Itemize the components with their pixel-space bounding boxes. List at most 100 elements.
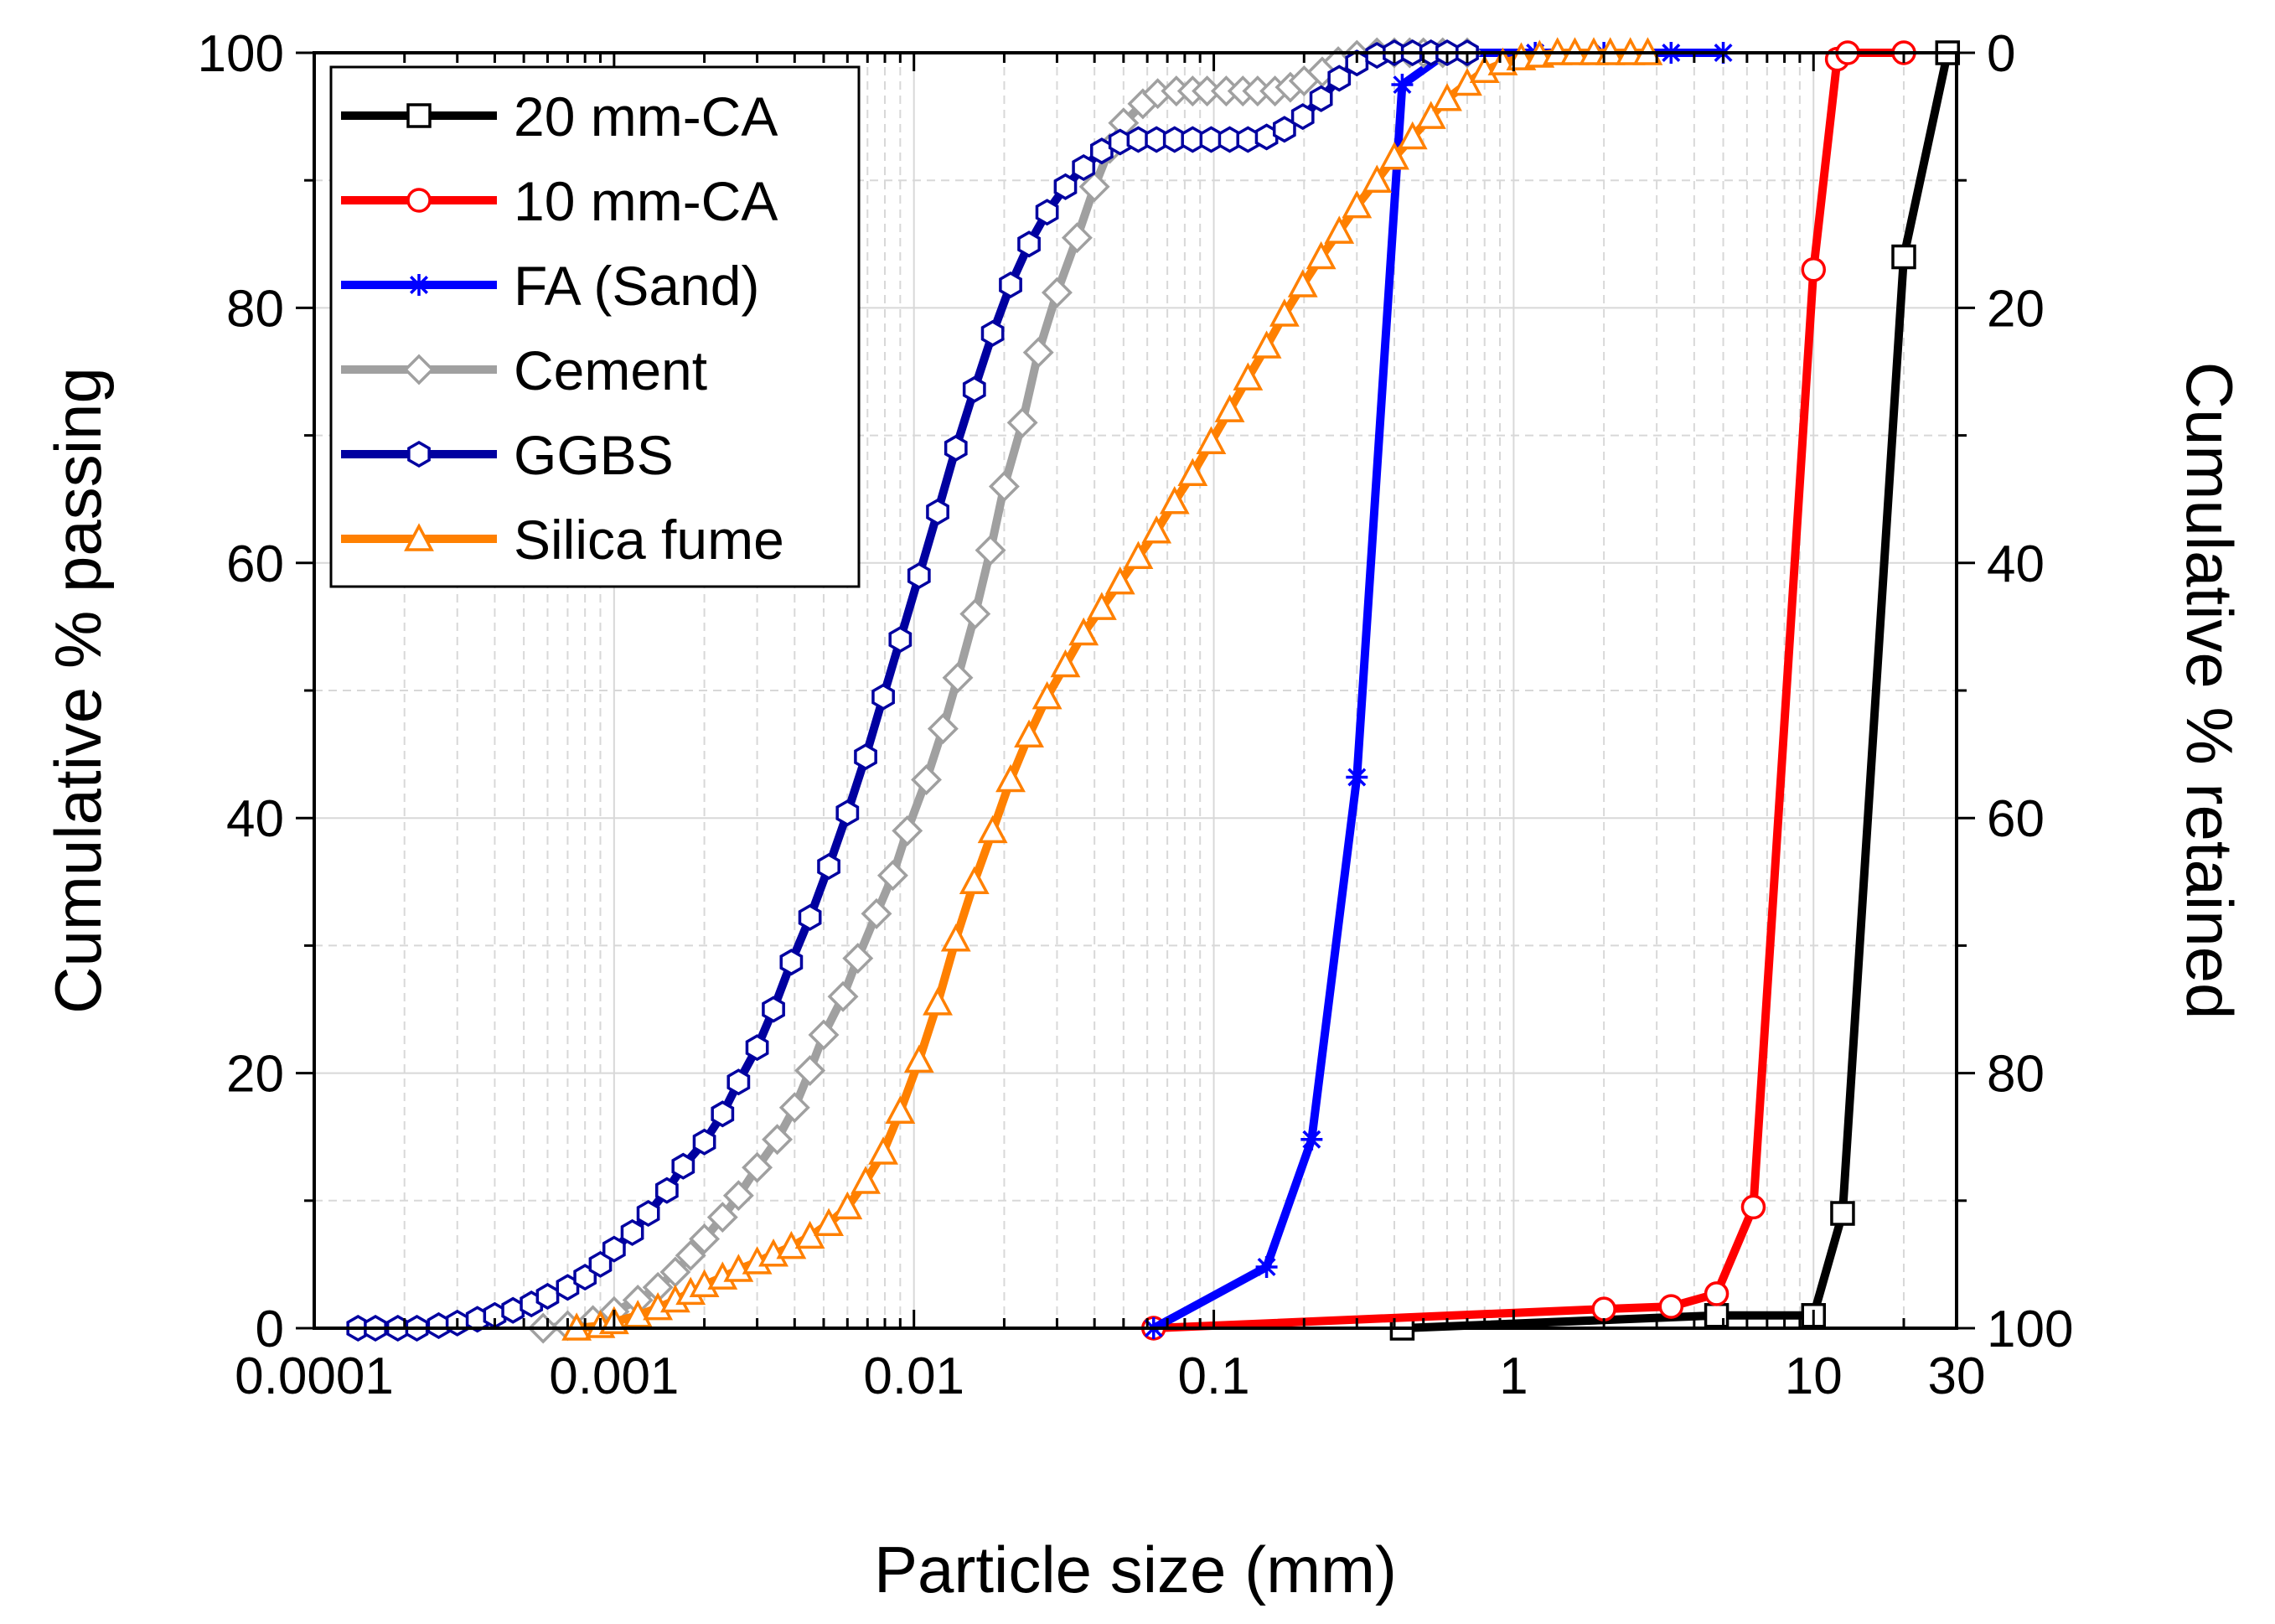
data-point <box>1415 101 1446 129</box>
x-tick-label: 0.001 <box>549 1347 679 1405</box>
data-point <box>762 1124 794 1156</box>
data-point <box>1104 566 1135 595</box>
data-point <box>1740 1194 1766 1220</box>
legend-marker <box>406 188 432 213</box>
data-point <box>711 1100 735 1128</box>
data-point <box>995 763 1026 793</box>
data-point <box>675 1239 706 1271</box>
data-point <box>1233 362 1264 390</box>
data-point <box>854 743 877 771</box>
data-point <box>535 1282 560 1310</box>
data-point <box>1704 1281 1730 1306</box>
data-point <box>1658 1294 1684 1319</box>
legend-marker <box>408 274 430 296</box>
series-silica-fume <box>561 37 1663 1341</box>
y-tick-label: 20 <box>226 1046 284 1104</box>
data-point <box>927 713 959 745</box>
data-point <box>871 683 895 711</box>
x-tick-label: 0.1 <box>1177 1347 1249 1405</box>
data-point <box>623 1300 654 1328</box>
data-point <box>1391 74 1414 96</box>
legend-label: 10 mm-CA <box>514 170 778 232</box>
data-point <box>944 434 968 462</box>
x-tick-label: 1 <box>1499 1347 1528 1405</box>
data-point <box>861 897 892 929</box>
series-ggbs <box>346 39 1479 1342</box>
data-point <box>959 598 991 630</box>
y-tick-label: 60 <box>226 535 284 593</box>
x-tick-label: 0.01 <box>863 1347 964 1405</box>
legend-label: FA (Sand) <box>514 255 760 317</box>
data-point <box>1032 680 1063 710</box>
data-point <box>1061 222 1093 254</box>
data-point <box>692 1128 716 1156</box>
y-tick-label: 80 <box>226 280 284 338</box>
data-point <box>903 1044 934 1073</box>
data-point <box>1014 719 1044 748</box>
data-point <box>868 1136 898 1165</box>
y-tick-label: 40 <box>226 790 284 848</box>
data-point <box>1123 540 1154 569</box>
data-point <box>636 1199 660 1228</box>
legend-marker <box>406 103 432 128</box>
data-point <box>1432 83 1462 111</box>
data-point <box>1269 298 1300 327</box>
data-point <box>1214 394 1245 422</box>
data-point <box>1891 244 1916 270</box>
y2-tick-label: 40 <box>1987 535 2045 593</box>
legend-box <box>329 65 861 588</box>
legend-label: Cement <box>514 339 707 401</box>
data-point <box>779 949 804 976</box>
axis-ticks: 0.0001 0.001 0.01 0.1 1 10 30 0 100 20 80 40 60 60 40 8… <box>198 25 2074 1405</box>
data-point <box>1196 426 1227 454</box>
data-point <box>959 866 990 895</box>
data-point <box>814 1208 844 1236</box>
data-point <box>689 1223 721 1254</box>
data-point <box>620 1218 644 1246</box>
data-point <box>1801 256 1827 282</box>
x-axis-label: Particle size (mm) <box>874 1533 1397 1606</box>
legend-label: 20 mm-CA <box>514 85 778 147</box>
data-point <box>1830 1201 1855 1226</box>
data-point <box>892 815 923 846</box>
legend-label: Silica fume <box>514 509 784 571</box>
data-point <box>817 853 840 881</box>
x-tick-label: 0.0001 <box>235 1347 394 1405</box>
data-point <box>723 1254 754 1282</box>
series-line <box>1149 49 1728 1332</box>
data-point <box>962 375 986 403</box>
legend-marker <box>404 523 434 551</box>
data-point <box>794 1055 826 1087</box>
data-point <box>851 1166 881 1194</box>
data-point <box>835 799 860 827</box>
data-point <box>745 1034 769 1062</box>
x-tick-label: 10 <box>1785 1347 1843 1405</box>
legend: 20 mm-CA 10 mm-CA FA (Sand) Cement GGBS Silic… <box>329 65 861 588</box>
data-point <box>975 535 1006 566</box>
data-point <box>1177 458 1208 487</box>
data-point <box>1251 330 1282 359</box>
data-point <box>1141 515 1172 544</box>
data-point <box>602 1235 626 1263</box>
y-axis-label: Cumulative % passing <box>41 367 115 1014</box>
y2-tick-label: 80 <box>1987 1046 2045 1104</box>
legend-label: GGBS <box>514 424 674 486</box>
data-point <box>999 271 1022 299</box>
data-point <box>1072 153 1096 182</box>
data-point <box>762 996 785 1023</box>
y-tick-label: 100 <box>198 25 284 83</box>
data-point <box>1022 337 1054 369</box>
y2-tick-label: 0 <box>1987 25 2015 83</box>
data-point <box>926 498 949 525</box>
data-point <box>742 1151 773 1183</box>
data-point <box>832 1191 863 1220</box>
legend-marker <box>407 440 431 468</box>
data-point <box>827 980 859 1012</box>
data-point <box>1324 215 1355 244</box>
y2-axis-label: Cumulative % retained <box>2173 362 2247 1020</box>
data-point <box>1255 1255 1278 1278</box>
data-point <box>940 923 971 952</box>
y2-tick-label: 100 <box>1987 1301 2073 1358</box>
data-point <box>885 1095 916 1125</box>
data-point <box>1327 65 1352 92</box>
